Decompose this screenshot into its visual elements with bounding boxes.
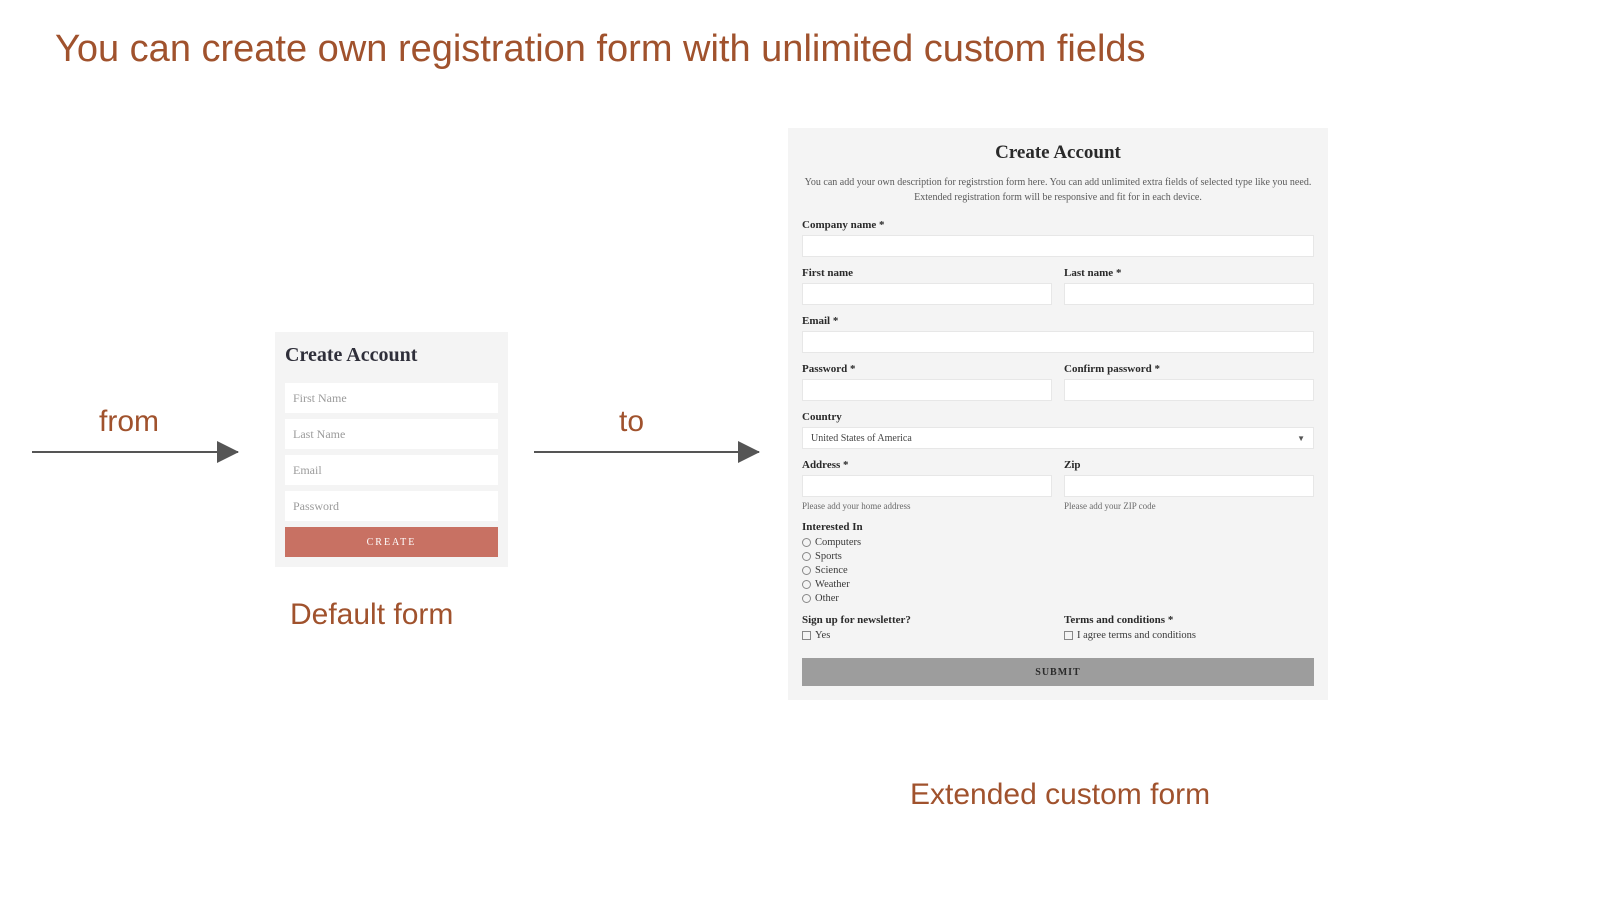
password-input-ext[interactable]: [802, 379, 1052, 401]
interested-label: Interested In: [802, 521, 1314, 533]
interested-option-label: Sports: [815, 551, 842, 562]
address-hint: Please add your home address: [802, 501, 1052, 511]
password-label: Password *: [802, 363, 1052, 375]
interested-option-computers[interactable]: Computers: [802, 537, 1314, 548]
extended-form-title: Create Account: [802, 142, 1314, 164]
checkbox-icon: [1064, 631, 1073, 640]
checkbox-icon: [802, 631, 811, 640]
interested-option-label: Weather: [815, 579, 850, 590]
newsletter-option-label: Yes: [815, 630, 830, 641]
radio-icon: [802, 552, 811, 561]
submit-button[interactable]: SUBMIT: [802, 658, 1314, 686]
last-name-placeholder: Last Name: [293, 427, 345, 442]
company-input[interactable]: [802, 235, 1314, 257]
default-form-card: Create Account First Name Last Name Emai…: [275, 332, 508, 567]
extended-form-description: You can add your own description for reg…: [802, 176, 1314, 205]
zip-input[interactable]: [1064, 475, 1314, 497]
email-input[interactable]: Email: [285, 455, 498, 485]
zip-label: Zip: [1064, 459, 1314, 471]
lastname-label: Last name *: [1064, 267, 1314, 279]
radio-icon: [802, 594, 811, 603]
first-name-input[interactable]: First Name: [285, 383, 498, 413]
interested-option-label: Other: [815, 593, 839, 604]
last-name-input[interactable]: Last Name: [285, 419, 498, 449]
radio-icon: [802, 538, 811, 547]
interested-option-sports[interactable]: Sports: [802, 551, 1314, 562]
arrow-from-icon: [32, 451, 238, 453]
password-placeholder: Password: [293, 499, 339, 514]
firstname-input[interactable]: [802, 283, 1052, 305]
default-form-caption: Default form: [290, 598, 453, 632]
interested-option-label: Science: [815, 565, 848, 576]
firstname-label: First name: [802, 267, 1052, 279]
first-name-placeholder: First Name: [293, 391, 347, 406]
extended-form-card: Create Account You can add your own desc…: [788, 128, 1328, 700]
terms-option-label: I agree terms and conditions: [1077, 630, 1196, 641]
create-button[interactable]: CREATE: [285, 527, 498, 557]
interested-option-other[interactable]: Other: [802, 593, 1314, 604]
radio-icon: [802, 580, 811, 589]
address-input[interactable]: [802, 475, 1052, 497]
email-label: Email *: [802, 315, 1314, 327]
from-label: from: [99, 405, 159, 439]
newsletter-checkbox[interactable]: Yes: [802, 630, 1052, 641]
zip-hint: Please add your ZIP code: [1064, 501, 1314, 511]
email-input-ext[interactable]: [802, 331, 1314, 353]
extended-form-caption: Extended custom form: [910, 778, 1210, 812]
interested-option-label: Computers: [815, 537, 861, 548]
chevron-down-icon: ▼: [1297, 434, 1305, 443]
country-value: United States of America: [811, 433, 912, 444]
interested-option-science[interactable]: Science: [802, 565, 1314, 576]
company-label: Company name *: [802, 219, 1314, 231]
email-placeholder: Email: [293, 463, 322, 478]
terms-label: Terms and conditions *: [1064, 614, 1314, 626]
confirm-password-input[interactable]: [1064, 379, 1314, 401]
default-form-title: Create Account: [285, 344, 498, 367]
address-label: Address *: [802, 459, 1052, 471]
to-label: to: [619, 405, 644, 439]
terms-checkbox[interactable]: I agree terms and conditions: [1064, 630, 1314, 641]
radio-icon: [802, 566, 811, 575]
interested-option-weather[interactable]: Weather: [802, 579, 1314, 590]
country-label: Country: [802, 411, 1314, 423]
country-select[interactable]: United States of America ▼: [802, 427, 1314, 449]
newsletter-label: Sign up for newsletter?: [802, 614, 1052, 626]
password-input[interactable]: Password: [285, 491, 498, 521]
lastname-input[interactable]: [1064, 283, 1314, 305]
page-headline: You can create own registration form wit…: [55, 28, 1146, 71]
arrow-to-icon: [534, 451, 759, 453]
confirm-password-label: Confirm password *: [1064, 363, 1314, 375]
